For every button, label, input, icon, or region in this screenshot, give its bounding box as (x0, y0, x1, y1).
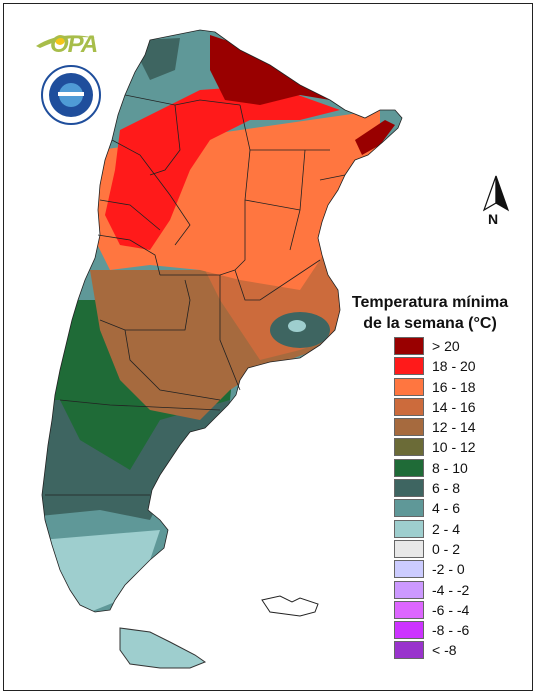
legend-label: > 20 (432, 338, 460, 354)
legend-label: 0 - 2 (432, 540, 461, 557)
legend-swatch (394, 377, 424, 396)
opa-logo-swoosh (36, 35, 96, 48)
north-arrow-icon (482, 175, 510, 212)
legend-swatch (394, 418, 424, 437)
legend-label: 4 - 6 (432, 500, 461, 517)
legend-label: -4 - -2 (432, 581, 470, 598)
legend-label: 2 - 4 (432, 520, 461, 537)
legend-swatch (394, 641, 424, 660)
legend-swatch (394, 519, 424, 538)
legend-label: -2 - 0 (432, 561, 465, 578)
legend-label: 14 - 16 (432, 398, 476, 415)
legend-swatch (394, 600, 424, 619)
smn-seal-logo (41, 65, 101, 125)
north-arrow-label: N (488, 211, 499, 227)
legend-swatch (394, 357, 424, 376)
legend-label: -6 - -4 (432, 601, 470, 618)
tierra-del-fuego (119, 627, 207, 669)
malvinas-islands (261, 595, 319, 617)
legend: Temperatura mínima de la semana (°C) > 2… (330, 292, 530, 660)
legend-label: 16 - 18 (432, 378, 476, 395)
legend-label: -8 - -6 (432, 622, 470, 639)
legend-label: 6 - 8 (432, 480, 461, 497)
legend-swatch (394, 621, 424, 640)
legend-swatch (394, 337, 424, 355)
legend-label: 8 - 10 (432, 459, 468, 476)
legend-swatch (394, 499, 424, 518)
legend-title-line1: Temperatura mínima (351, 294, 509, 311)
legend-swatch (394, 560, 424, 579)
legend-swatch (394, 539, 424, 558)
legend-swatch (394, 438, 424, 457)
legend-swatch (394, 397, 424, 416)
legend-title: Temperatura mínima de la semana (°C) (330, 292, 530, 334)
legend-label: 12 - 14 (432, 419, 476, 436)
legend-swatch (394, 580, 424, 599)
legend-title-line2: de la semana (°C) (363, 315, 497, 332)
legend-swatch (394, 458, 424, 477)
opa-logo-sun (55, 35, 65, 45)
opa-logo: OPA (50, 31, 98, 58)
legend-swatch (394, 479, 424, 498)
legend-label: < -8 (432, 642, 457, 659)
legend-label: 10 - 12 (432, 439, 476, 456)
province-borders (41, 29, 403, 613)
legend-label: 18 - 20 (432, 358, 476, 375)
